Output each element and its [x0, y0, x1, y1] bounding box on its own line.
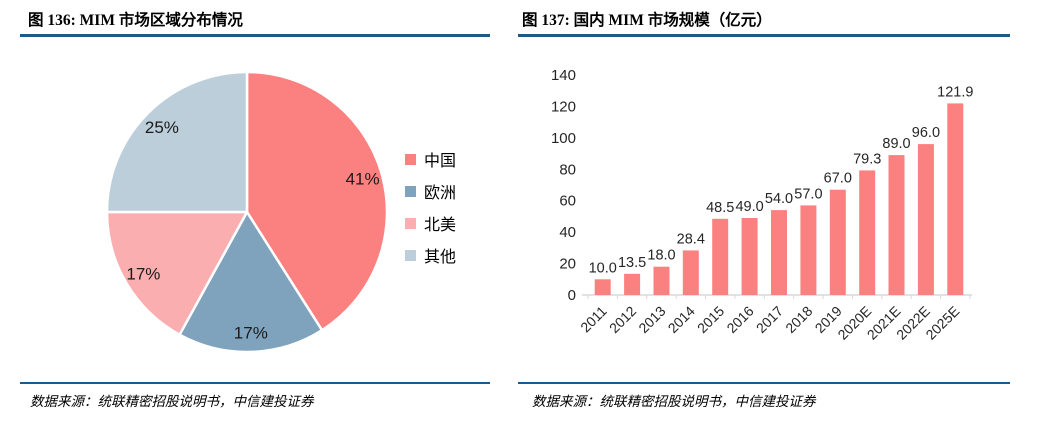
- x-axis-category-label: 2016: [723, 303, 756, 336]
- x-axis-category-label: 2014: [665, 303, 698, 336]
- legend-item-中国: 中国: [405, 148, 456, 170]
- pie-slice-欧洲: [178, 210, 324, 354]
- x-axis-category-label: 2018: [782, 303, 815, 336]
- bar-value-label: 18.0: [647, 248, 675, 264]
- y-axis-tick-label: 120: [551, 98, 576, 115]
- bar-value-label: 96.0: [912, 125, 940, 141]
- legend-label: 中国: [424, 153, 457, 170]
- legend-label: 北美: [424, 217, 457, 234]
- legend-item-欧洲: 欧洲: [405, 180, 456, 202]
- legend-swatch-icon: [405, 249, 416, 261]
- pie-panel-title: 图 136: MIM 市场区域分布情况: [28, 12, 243, 29]
- panel-pie-chart: 图 136: MIM 市场区域分布情况 41% 17% 17% 25% 中国欧洲北美其…: [20, 8, 490, 430]
- bar-value-label: 10.0: [589, 260, 617, 276]
- y-axis-tick-label: 80: [559, 161, 576, 178]
- pie-chart: 41% 17% 17% 25%: [105, 70, 389, 354]
- x-axis-category-label: 2017: [753, 303, 786, 336]
- legend-item-北美: 北美: [405, 212, 456, 234]
- bar-panel-title: 图 137: 国内 MIM 市场规模（亿元）: [522, 12, 772, 29]
- legend-swatch-icon: [405, 153, 416, 165]
- y-axis-tick-label: 0: [568, 287, 576, 304]
- source-note: 数据来源：统联精密招股说明书，中信建投证券: [532, 394, 816, 409]
- footer-rule: [518, 382, 1010, 384]
- legend-label: 欧洲: [424, 185, 457, 202]
- x-axis-category-label: 2011: [577, 303, 610, 336]
- bar-2020E: [859, 170, 876, 295]
- pie-legend: 中国 欧洲 北美 其他: [405, 148, 456, 276]
- bar-2015: [712, 218, 729, 295]
- bar-value-label: 121.9: [937, 84, 973, 100]
- bar-2017: [771, 210, 787, 295]
- title-rule: [20, 34, 490, 37]
- legend-swatch-icon: [405, 185, 416, 197]
- x-axis-category-label: 2013: [635, 303, 668, 336]
- bar-2022E: [917, 144, 934, 295]
- bar-2013: [653, 266, 670, 295]
- legend-item-其他: 其他: [405, 244, 456, 266]
- bar-chart: 0 20 40 60 80 100 120 140 10.0 2011 13.5 2012 18.0 20…: [551, 67, 973, 343]
- title-rule: [518, 34, 1010, 37]
- bar-value-label: 57.0: [794, 186, 822, 202]
- bar-2012: [624, 273, 641, 295]
- bar-value-label: 49.0: [735, 199, 763, 215]
- y-axis-tick-label: 100: [551, 130, 576, 147]
- footer-rule: [20, 382, 490, 384]
- bar-2016: [741, 218, 758, 295]
- bar-value-label: 67.0: [824, 171, 852, 187]
- bar-value-label: 79.3: [853, 151, 881, 167]
- pie-value-label: 17%: [126, 264, 160, 283]
- bar-2014: [682, 250, 699, 295]
- bar-2025E: [947, 103, 964, 296]
- pie-value-label: 17%: [234, 323, 268, 342]
- bar-2021E: [888, 155, 905, 295]
- bar-value-label: 54.0: [765, 191, 793, 207]
- y-axis-tick-label: 20: [559, 256, 576, 273]
- bar-2018: [800, 205, 817, 295]
- y-axis-tick-label: 40: [559, 224, 576, 241]
- bar-value-label: 48.5: [706, 200, 734, 216]
- panel-bar-chart: 图 137: 国内 MIM 市场规模（亿元） 0 20 40 60 80 100 120 14…: [518, 8, 1010, 430]
- source-note: 数据来源：统联精密招股说明书，中信建投证券: [30, 394, 314, 409]
- legend-label: 其他: [424, 249, 457, 266]
- legend-swatch-icon: [405, 217, 416, 229]
- x-axis-category-label: 2015: [694, 303, 727, 336]
- pie-slice-北美: [105, 210, 249, 336]
- bar-2011: [594, 279, 611, 295]
- bar-value-label: 13.5: [618, 255, 646, 271]
- x-axis-category-label: 2012: [606, 303, 639, 336]
- y-axis-tick-label: 140: [551, 67, 576, 84]
- pie-slice-其他: [105, 70, 249, 214]
- bar-value-label: 89.0: [882, 136, 910, 152]
- bar-value-label: 28.4: [677, 231, 705, 247]
- bar-2019: [829, 189, 846, 295]
- x-axis-category-label: 2025E: [922, 303, 962, 343]
- pie-value-label: 25%: [145, 118, 179, 137]
- pie-value-label: 41%: [346, 169, 380, 188]
- y-axis-tick-label: 60: [559, 193, 576, 210]
